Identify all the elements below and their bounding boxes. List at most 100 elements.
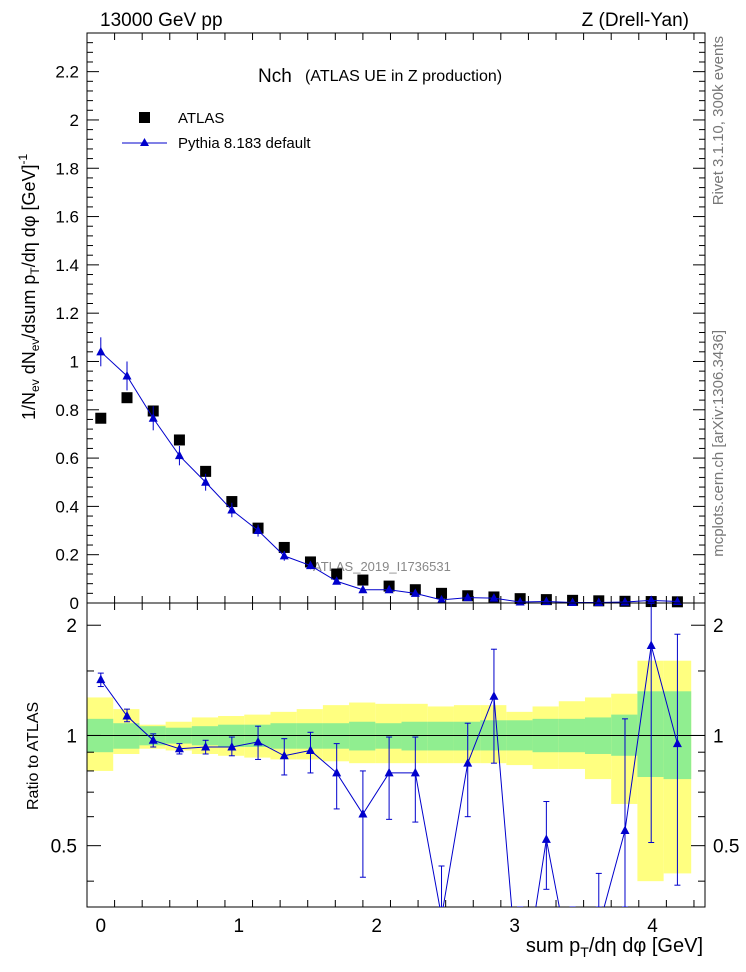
atlas-data-point [121,392,133,404]
pythia-data-point [279,550,289,560]
y-tick-label: 1.4 [55,256,79,275]
legend-pythia-marker [140,138,149,146]
pythia-data-point [227,505,237,514]
ratio-data-point [96,674,106,684]
ratio-y-tick-label: 2 [66,616,77,637]
ratio-y-tick-label-right: 2 [713,616,724,637]
legend-atlas-label: ATLAS [178,110,224,127]
plot-subtitle: (ATLAS UE in Z production) [305,68,502,85]
ratio-data-point [227,741,237,751]
x-axis-label: sum pT/dη dφ [GeV] [526,935,703,960]
pythia-data-point [384,584,394,594]
ratio-y-tick-label-right: 0.5 [713,837,739,858]
ratio-panel: 0.5 0.5 1 1 2 2 0 1 2 3 4 Ratio to ATLAS sum pT/dη… [25,602,739,960]
ratio-series [96,603,682,907]
atlas-data-point [226,496,238,508]
pythia-data-point [568,597,578,607]
stat-band-bin [375,723,402,749]
ratio-data-point [279,750,289,760]
y-tick-label: 1.8 [55,159,79,178]
ratio-y-tick-label-right: 1 [713,726,724,747]
y-tick-label: 2.2 [55,63,79,82]
stat-band-bin [453,721,481,751]
legend-pythia-label: Pythia 8.183 default [178,135,311,152]
pythia-data-point [122,370,132,380]
x-tick-label: 4 [647,916,658,937]
y-tick-label: 0.4 [55,497,79,516]
atlas-data-point [436,587,448,599]
ratio-data-point [541,834,551,843]
ratio-data-point [122,711,132,720]
ratio-y-axis-label: Ratio to ATLAS [25,702,42,810]
ratio-data-point [646,640,656,650]
atlas-data-point [357,574,369,586]
ratio-data-point [253,736,263,746]
atlas-data-point [173,434,185,446]
ratio-data-point [489,691,499,700]
process-label: Z (Drell-Yan) [582,10,689,31]
pythia-data-point [358,584,368,594]
y-tick-label: 0.6 [55,449,79,468]
pythia-data-point [201,477,211,486]
pythia-data-point [410,588,420,597]
ratio-data-point [672,738,682,748]
rivet-label: Rivet 3.1.10, 300k events [710,36,727,205]
atlas-data-point [95,412,107,424]
pythia-data-point [305,560,315,570]
ratio-plot-frame [86,602,706,908]
y-tick-label: 1.6 [55,208,79,227]
pythia-data-point [646,595,656,604]
ratio-data-point [358,809,368,818]
ratio-data-point [620,825,630,835]
x-tick-label: 3 [509,916,520,937]
y-tick-label: 1 [70,352,79,371]
analysis-watermark: ATLAS_2019_I1736531 [313,559,451,574]
legend-atlas-marker [139,112,150,123]
stat-band-bin [113,723,140,749]
ratio-data-point [384,767,394,777]
ratio-data-point [410,767,420,777]
plot-title: Nch [258,66,292,87]
ratio-data-point [201,741,211,751]
pythia-data-point [594,597,604,607]
x-tick-label: 1 [233,916,244,937]
stat-band-bin [270,723,297,749]
pythia-data-point [463,592,473,602]
atlas-data-point [278,541,290,553]
stat-band-bin [637,691,664,778]
ratio-data-point [174,743,184,753]
pythia-data-point [96,346,106,356]
x-tick-label: 0 [96,916,107,937]
y-tick-label: 0.8 [55,401,79,420]
legend: ATLAS Pythia 8.183 default [122,110,311,152]
pythia-data-point [437,594,447,604]
pythia-data-point [253,525,263,535]
y-tick-label: 2 [70,111,79,130]
atlas-data-point [200,465,212,477]
y-tick-label: 0.2 [55,546,79,565]
atlas-data-point [331,568,343,580]
pythia-data-point [332,576,342,585]
ratio-data-point [305,745,315,754]
ratio-y-tick-label: 0.5 [51,837,77,858]
energy-label: 13000 GeV pp [100,10,223,31]
y-tick-label: 1.2 [55,304,79,323]
ratio-y-tick-label: 1 [66,726,77,747]
ratio-data-point [332,767,342,777]
stat-band-bin [296,723,323,749]
stat-band-bin [322,723,350,749]
pythia-data-point [489,593,499,602]
main-panel: 0 0.2 0.4 0.6 0.8 1 1.2 1.4 1.6 1.8 2 2.2 Nch (ATLA… [16,32,706,613]
stat-band-bin [401,721,428,751]
y-tick-label: 0 [70,594,79,613]
mcplots-label: mcplots.cern.ch [arXiv:1306.3436] [710,330,727,557]
x-tick-label: 2 [371,916,382,937]
pythia-data-point [174,450,184,460]
main-y-axis-label: 1/Nev dNev/dsum pT/dη dφ [GeV]-1 [16,153,42,420]
stat-band-bin [349,721,376,751]
ratio-data-point [148,735,158,744]
stat-band-bin [427,721,454,751]
ratio-data-point [463,758,473,767]
pythia-data-point [148,413,158,422]
